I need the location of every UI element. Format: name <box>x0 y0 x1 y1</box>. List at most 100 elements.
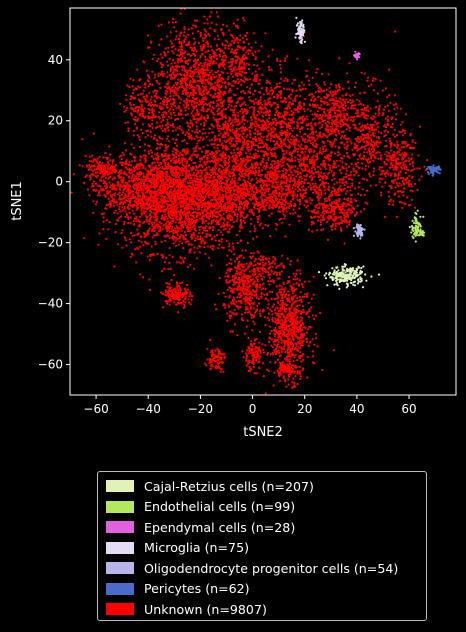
scatter-point <box>194 58 197 61</box>
scatter-point <box>240 221 243 225</box>
scatter-point <box>128 85 131 89</box>
scatter-point <box>163 53 166 56</box>
scatter-point <box>241 163 244 166</box>
scatter-point <box>249 133 252 136</box>
scatter-point <box>262 93 265 96</box>
scatter-point <box>101 187 104 190</box>
scatter-point <box>169 40 172 43</box>
scatter-point <box>251 137 255 140</box>
scatter-point <box>187 62 190 66</box>
scatter-point <box>213 158 216 162</box>
scatter-point <box>135 206 138 209</box>
scatter-point <box>222 61 225 64</box>
scatter-point <box>110 171 113 175</box>
scatter-point <box>238 163 242 166</box>
scatter-point <box>231 128 234 131</box>
scatter-point <box>193 100 196 104</box>
scatter-point <box>109 186 112 189</box>
scatter-point <box>166 166 169 169</box>
scatter-point <box>254 56 257 59</box>
scatter-point <box>107 203 110 206</box>
scatter-point <box>260 45 263 48</box>
scatter-point <box>207 173 211 176</box>
scatter-point <box>148 259 151 262</box>
scatter-point <box>234 121 237 124</box>
scatter-point <box>218 138 222 141</box>
scatter-point <box>206 63 209 66</box>
scatter-point <box>165 99 168 102</box>
scatter-point <box>282 167 286 170</box>
scatter-point <box>246 241 249 245</box>
scatter-point <box>123 172 126 175</box>
scatter-point <box>224 54 227 57</box>
scatter-point <box>98 190 101 193</box>
scatter-point <box>271 148 274 151</box>
scatter-point <box>219 77 222 80</box>
scatter-point <box>217 38 220 41</box>
scatter-point <box>158 191 161 194</box>
scatter-point <box>137 219 140 222</box>
scatter-point <box>259 78 262 82</box>
scatter-point <box>196 238 200 241</box>
scatter-point <box>195 61 198 65</box>
scatter-point <box>192 72 195 76</box>
scatter-point <box>187 240 190 243</box>
scatter-point <box>190 66 193 69</box>
scatter-point <box>129 197 132 200</box>
scatter-point <box>104 167 107 170</box>
scatter-point <box>238 38 241 42</box>
scatter-point <box>257 118 260 121</box>
scatter-point <box>113 211 116 214</box>
scatter-point <box>98 194 101 197</box>
scatter-point <box>202 145 205 148</box>
scatter-point <box>129 98 132 101</box>
scatter-point <box>160 270 164 273</box>
scatter-point <box>218 112 221 115</box>
scatter-point <box>132 118 135 121</box>
scatter-point <box>150 109 153 112</box>
scatter-point <box>289 97 292 100</box>
scatter-point <box>211 86 214 90</box>
scatter-point <box>221 42 224 45</box>
scatter-point <box>147 75 150 78</box>
scatter-point <box>151 58 154 61</box>
scatter-point <box>145 220 149 223</box>
scatter-point <box>279 90 282 93</box>
scatter-point <box>232 154 235 157</box>
scatter-point <box>180 153 183 156</box>
scatter-point <box>234 25 237 28</box>
scatter-point <box>179 161 182 164</box>
scatter-point <box>171 202 175 205</box>
scatter-point <box>193 174 196 177</box>
scatter-point <box>221 142 224 145</box>
scatter-point <box>210 159 213 163</box>
scatter-point <box>209 87 212 90</box>
scatter-point <box>159 176 163 179</box>
scatter-point <box>164 177 167 180</box>
scatter-point <box>183 166 187 169</box>
scatter-point <box>151 207 154 210</box>
scatter-point <box>175 138 178 141</box>
scatter-point <box>247 63 251 66</box>
scatter-point <box>224 123 227 126</box>
scatter-point <box>211 73 214 76</box>
scatter-point <box>196 79 199 82</box>
scatter-point <box>168 157 171 160</box>
scatter-point <box>273 117 276 120</box>
scatter-point <box>195 168 198 171</box>
scatter-point <box>104 169 107 172</box>
scatter-point <box>183 79 186 82</box>
scatter-point <box>204 191 207 194</box>
scatter-point <box>226 224 229 227</box>
scatter-point <box>114 231 117 234</box>
scatter-point <box>200 47 203 50</box>
scatter-point <box>302 107 306 111</box>
scatter-point <box>166 197 169 200</box>
scatter-point <box>165 60 168 63</box>
scatter-point <box>151 70 154 73</box>
scatter-point <box>232 221 235 224</box>
scatter-point <box>105 237 108 240</box>
scatter-point <box>84 175 87 178</box>
scatter-point <box>140 103 143 106</box>
scatter-point <box>169 92 172 95</box>
